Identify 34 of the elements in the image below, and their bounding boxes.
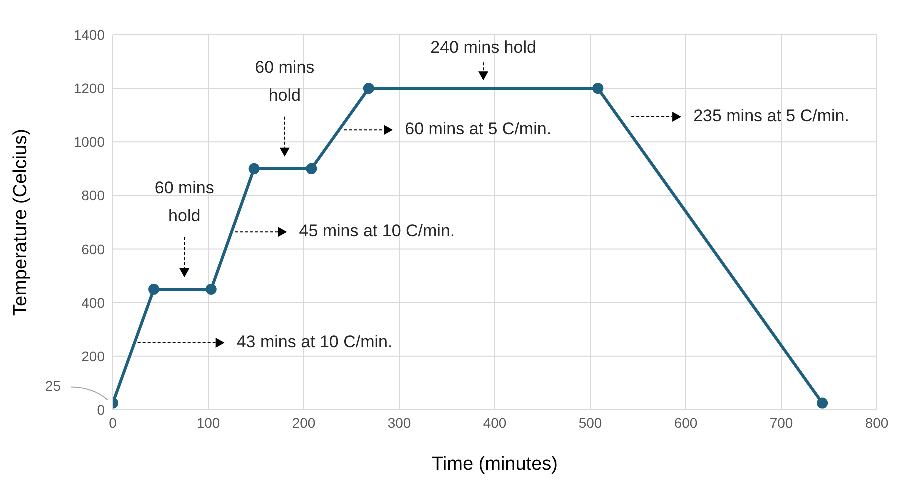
- x-tick-label: 700: [770, 414, 794, 431]
- y-tick-label: 0: [97, 402, 106, 418]
- x-tick-label: 600: [674, 414, 698, 431]
- y-tick-label: 200: [82, 348, 106, 364]
- point: [206, 284, 217, 295]
- y-axis-title: Temperature (Celcius): [10, 129, 32, 316]
- annotation: 235 mins at 5 C/min.: [694, 106, 850, 126]
- annotation: 60 mins hold: [154, 178, 214, 226]
- annotation: 60 mins at 5 C/min.: [405, 120, 552, 139]
- y-tick-label: 800: [82, 188, 106, 204]
- y-tick-label: 1000: [74, 134, 106, 150]
- x-tick-label: 100: [196, 414, 220, 431]
- y-tick-label: 600: [82, 241, 106, 258]
- x-tick-label: 0: [109, 414, 118, 431]
- point: [363, 83, 374, 94]
- annotation: 45 mins at 10 C/min.: [299, 222, 456, 241]
- annotation: 25: [45, 378, 62, 394]
- point: [817, 398, 828, 409]
- annotation: 60 mins hold: [255, 58, 315, 106]
- annotation: 240 mins hold: [430, 38, 536, 58]
- x-tick-label: 800: [865, 414, 889, 431]
- y-tick-label: 1200: [74, 80, 106, 97]
- x-axis-title: Time (minutes): [432, 454, 558, 475]
- x-tick-label: 400: [483, 414, 507, 431]
- y-tick-label: 400: [82, 294, 106, 311]
- x-tick-label: 500: [578, 414, 602, 431]
- point: [248, 163, 260, 174]
- y-tick-label: 1400: [74, 26, 106, 43]
- point: [306, 163, 318, 174]
- annotation: 43 mins at 10 C/min.: [236, 332, 393, 352]
- point: [148, 284, 160, 295]
- x-tick-label: 300: [388, 414, 412, 431]
- point: [592, 83, 604, 94]
- x-tick-label: 200: [292, 414, 316, 431]
